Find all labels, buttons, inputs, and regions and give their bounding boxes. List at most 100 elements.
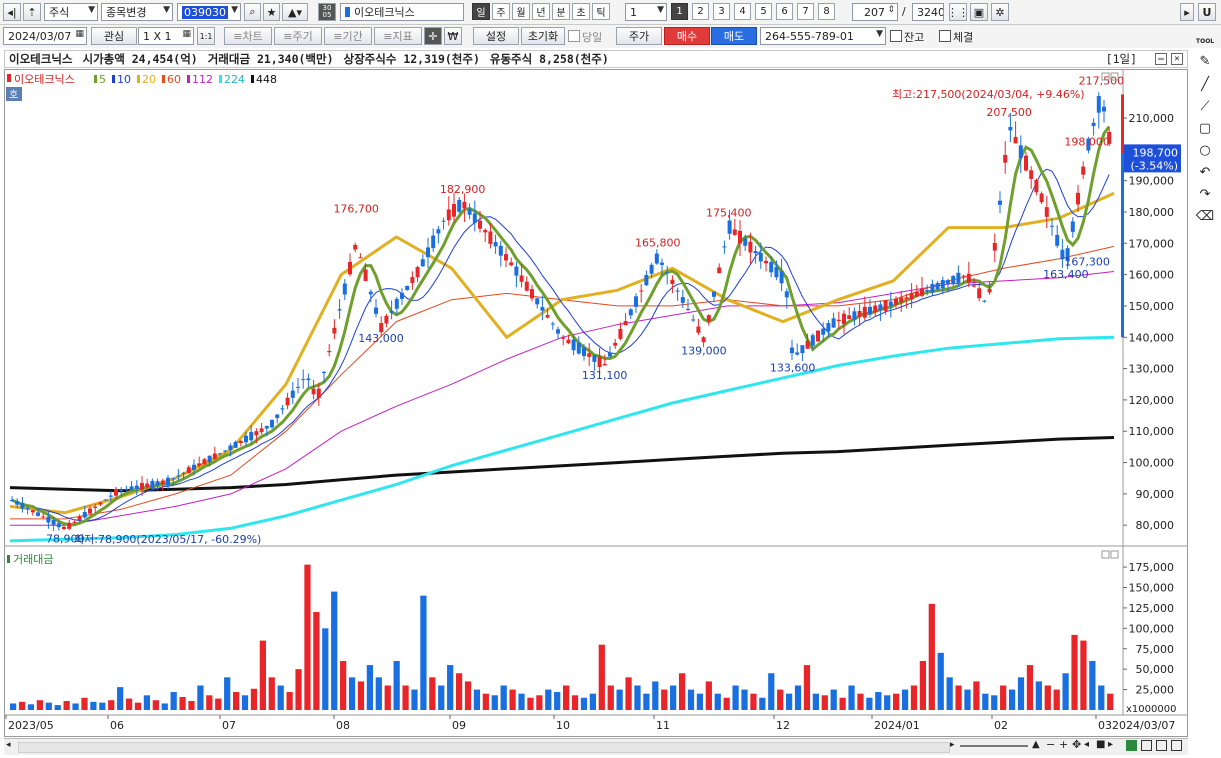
undo-icon[interactable]: ↶ (1199, 164, 1211, 180)
legend-ma-label: 448 (256, 73, 277, 86)
number-tab[interactable]: 3 (713, 3, 730, 20)
plus-icon[interactable]: + (1059, 738, 1069, 751)
price-button[interactable]: 주가 (616, 27, 662, 45)
mini-box[interactable]: 30 05 (318, 3, 336, 21)
pin-left-button[interactable]: ◂| (3, 3, 21, 21)
number-tab[interactable]: 8 (818, 3, 835, 20)
candle-body (649, 264, 654, 274)
fill-checkbox[interactable] (939, 30, 951, 42)
candle-body (784, 291, 789, 298)
current-price: 198,700 (1133, 146, 1179, 159)
high-note: 최고:217,500(2024/03/04, +9.46%) (892, 88, 1085, 101)
u-button[interactable]: U (1198, 3, 1216, 21)
crosshair-icon[interactable]: ✛ (424, 27, 442, 45)
eraser-icon[interactable]: ⌫ (1195, 208, 1215, 224)
candle-body (82, 511, 87, 518)
move-icon[interactable]: ✥ (1072, 738, 1082, 751)
circle-icon[interactable]: ○ (1199, 142, 1211, 158)
number-tab[interactable]: 7 (797, 3, 814, 20)
sell-button[interactable]: 매도 (711, 27, 757, 45)
zoom-out-icon[interactable]: ▲ (1032, 739, 1040, 750)
collapse-button[interactable]: ▸ (1180, 3, 1194, 21)
scroll-right-icon[interactable]: ▸ (950, 740, 955, 750)
grid-select[interactable]: 1 X 1 ▦ (138, 27, 194, 45)
reset-button[interactable]: 초기화 (521, 27, 565, 45)
volume-bar (830, 689, 837, 710)
period-tab[interactable]: 주 (492, 3, 510, 20)
pin-button[interactable]: ⇡ (23, 3, 41, 21)
candle-body (202, 459, 207, 465)
number-tab[interactable]: 2 (692, 3, 709, 20)
search-icon[interactable]: ⌕ (244, 3, 261, 21)
code-input[interactable]: 039030 ▼ (177, 3, 241, 21)
pen-icon[interactable]: ✎ (1199, 53, 1211, 69)
slash: / (902, 5, 906, 18)
date-input[interactable]: 2024/03/07 ▦ (3, 27, 87, 45)
sameday-checkbox[interactable] (568, 30, 580, 42)
range-button[interactable]: ≡기간 (324, 27, 372, 45)
chart-button[interactable]: ≡차트 (224, 27, 272, 45)
close-icon[interactable]: ✕ (1171, 53, 1183, 65)
price-label: 182,900 (440, 183, 486, 196)
play-icon[interactable]: ▸ (1108, 739, 1114, 750)
volume-bar (741, 689, 748, 710)
rect-icon[interactable]: ▢ (1198, 120, 1212, 136)
number-tab[interactable]: 6 (776, 3, 793, 20)
period-button[interactable]: ≡주기 (274, 27, 322, 45)
print-icon[interactable] (1156, 740, 1167, 751)
play-back-icon[interactable]: ◂ (1084, 739, 1090, 750)
minus-icon[interactable]: − (1046, 738, 1056, 751)
setting-button[interactable]: 설정 (473, 27, 519, 45)
candle-body (857, 310, 862, 317)
change-select[interactable]: 종목변경 ▼ (101, 3, 173, 21)
save-icon[interactable]: ▣ (970, 3, 988, 21)
scrollbar-track[interactable] (18, 742, 950, 753)
count-input[interactable]: 207 ⇕ (852, 3, 898, 21)
grid-icon[interactable]: ⋮⋮ (949, 3, 967, 21)
candle-body (535, 298, 540, 305)
number-tab[interactable]: 4 (734, 3, 751, 20)
candle-body (571, 339, 576, 351)
stock-name-field[interactable]: 이오테크닉스 (340, 3, 464, 21)
period-tab[interactable]: 일 (472, 3, 490, 20)
candle-body (613, 342, 618, 346)
won-button[interactable]: ₩ (444, 27, 462, 45)
line-icon[interactable]: ╱ (1201, 76, 1209, 92)
balance-checkbox[interactable] (890, 30, 902, 42)
candle-body (452, 204, 456, 217)
candle-body (233, 441, 238, 448)
excel-icon[interactable] (1126, 740, 1137, 751)
account-select[interactable]: 264-555-789-01 ▼ (760, 27, 886, 45)
ratio-button[interactable]: 1:1 (197, 27, 215, 45)
chart-area[interactable]: 80,000 90,000 100,000 110,000 120,000 130,000… (4, 69, 1188, 737)
expand-icon[interactable] (1171, 740, 1182, 751)
up-arrow-icon[interactable]: ▲▾ (282, 3, 308, 21)
period-tab[interactable]: 월 (512, 3, 530, 20)
period-tab[interactable]: 년 (532, 3, 550, 20)
period-tab[interactable]: 분 (552, 3, 570, 20)
market-select[interactable]: 주식 ▼ (44, 3, 98, 21)
scroll-left-icon[interactable]: ◂ (6, 740, 11, 750)
candle-body (805, 340, 810, 349)
redo-icon[interactable]: ↷ (1199, 186, 1211, 202)
diagonal-icon[interactable]: ⟋ (1200, 98, 1210, 114)
tick-select[interactable]: 1 ▼ (625, 3, 667, 21)
period-tab[interactable]: 틱 (592, 3, 610, 20)
watch-label: 관심 (103, 30, 125, 43)
watch-button[interactable]: 관심 (91, 27, 137, 45)
volume-y-tick-label: 50,000 (1136, 663, 1175, 676)
indicator-button[interactable]: ≡지표 (374, 27, 422, 45)
number-tab[interactable]: 5 (755, 3, 772, 20)
stop-icon[interactable]: ■ (1096, 739, 1106, 750)
restore-icon[interactable]: ▭ (1155, 53, 1167, 65)
buy-button[interactable]: 매수 (664, 27, 710, 45)
disk-icon[interactable] (1141, 740, 1152, 751)
period-tab[interactable]: 초 (572, 3, 590, 20)
star-icon[interactable]: ★ (263, 3, 280, 21)
legend-stock-name: 이오테크닉스 (14, 73, 75, 86)
gear-icon[interactable]: ✲ (991, 3, 1009, 21)
volume-bar (473, 689, 481, 710)
volume-bar (313, 612, 320, 710)
zoom-slider[interactable] (960, 745, 1028, 747)
number-tab[interactable]: 1 (671, 3, 688, 20)
